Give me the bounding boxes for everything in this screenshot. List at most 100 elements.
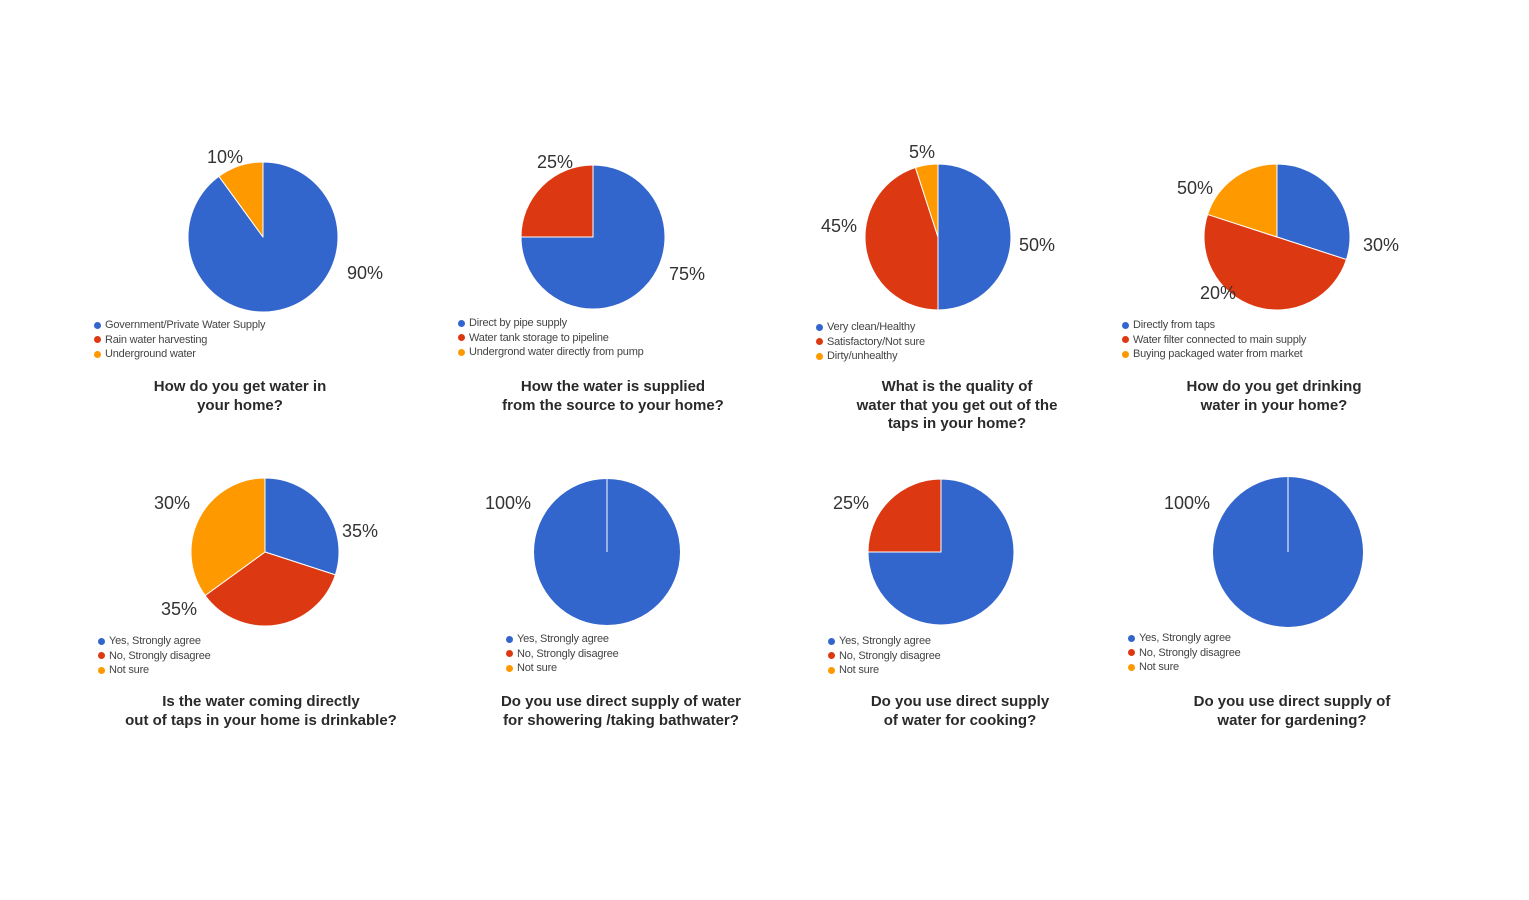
legend-dot-icon	[1128, 649, 1135, 657]
chart-legend: Yes, Strongly agree No, Strongly disagree…	[828, 634, 941, 678]
legend-item: Not sure	[98, 663, 211, 678]
pie-slice-water-tank-storage-to-pipeline	[520, 164, 594, 238]
legend-dot-icon	[506, 664, 513, 672]
legend-label: Rain water harvesting	[105, 333, 208, 346]
legend-dot-icon	[1122, 336, 1129, 344]
pie-slice-not-sure	[190, 477, 266, 596]
pie-slice-satisfactory-not-sure	[864, 167, 939, 311]
chart-question-title: Do you use direct supply of water for sho…	[500, 693, 742, 729]
legend-dot-icon	[828, 652, 835, 660]
percent-label: 50%	[1177, 178, 1213, 198]
legend-label: Undergrond water directly from pump	[469, 346, 644, 358]
pie-svg: 25%	[833, 478, 1015, 626]
legend-dot-icon	[816, 323, 823, 331]
pie-chart-7: 25% Yes, Strongly agree No, Strongly disag…	[800, 458, 1140, 758]
pie-svg: 75% 25%	[520, 152, 705, 310]
legend-item: No, Strongly disagree	[1128, 646, 1241, 661]
chart-question-title: Do you use direct supply of water for gar…	[1193, 693, 1391, 729]
legend-item: Yes, Strongly agree	[1128, 631, 1241, 646]
legend-label: Underground water	[105, 348, 196, 360]
chart-question-title: How do you get water in your home?	[153, 378, 327, 414]
legend-dot-icon	[98, 637, 105, 645]
legend-label: Very clean/Healthy	[827, 321, 916, 333]
percent-label: 100%	[1164, 493, 1210, 513]
legend-label: No, Strongly disagree	[839, 649, 941, 662]
percent-label: 25%	[537, 152, 573, 172]
percent-label: 35%	[342, 521, 378, 541]
legend-label: Yes, Strongly agree	[839, 635, 931, 647]
legend-label: Water filter connected to main supply	[1133, 333, 1307, 346]
pie-slice-underground-water	[218, 161, 264, 238]
pie-slice-water-filter-connected-to-main-supply	[1203, 213, 1347, 311]
legend-label: Directly from taps	[1133, 319, 1215, 331]
legend-item: Water tank storage to pipeline	[458, 331, 644, 346]
percent-label: 100%	[485, 493, 531, 513]
legend-label: Not sure	[839, 664, 879, 676]
pie-chart-8: 100% Yes, Strongly agree No, Strongly disa…	[1120, 458, 1460, 758]
legend-dot-icon	[94, 336, 101, 344]
legend-label: Not sure	[517, 662, 557, 674]
legend-dot-icon	[816, 338, 823, 346]
percent-label: 35%	[161, 599, 197, 619]
chart-legend: Government/Private Water Supply Rain wate…	[94, 318, 265, 362]
chart-question-title: How do you get drinking water in your hom…	[1186, 378, 1362, 414]
legend-item: Yes, Strongly agree	[828, 634, 941, 649]
percent-label: 50%	[1019, 235, 1055, 255]
percent-label: 20%	[1200, 283, 1236, 303]
legend-item: Directly from taps	[1122, 318, 1306, 333]
percent-label: 25%	[833, 493, 869, 513]
legend-item: No, Strongly disagree	[98, 649, 211, 664]
legend-label: Satisfactory/Not sure	[827, 335, 925, 348]
chart-question-title: Do you use direct supply of water for coo…	[870, 693, 1050, 729]
pie-chart-1: 90% 10% Government/Private Water Supply Rai…	[80, 140, 420, 440]
legend-item: Satisfactory/Not sure	[816, 335, 925, 350]
pie-slice-buying-packaged-water-from-market	[1207, 163, 1278, 238]
legend-label: Buying packaged water from market	[1133, 348, 1303, 360]
legend-item: Dirty/unhealthy	[816, 349, 925, 364]
legend-item: Not sure	[828, 663, 941, 678]
legend-item: No, Strongly disagree	[506, 647, 619, 662]
legend-item: Very clean/Healthy	[816, 320, 925, 335]
legend-dot-icon	[506, 635, 513, 643]
pie-svg: 90% 10%	[187, 147, 383, 313]
pie-svg: 50% 45% 5%	[821, 142, 1055, 311]
pie-svg: 30% 35% 35%	[154, 477, 378, 627]
legend-dot-icon	[458, 348, 465, 356]
legend-item: Underground water	[94, 347, 265, 362]
legend-label: Yes, Strongly agree	[1139, 632, 1231, 644]
legend-dot-icon	[94, 321, 101, 329]
chart-legend: Yes, Strongly agree No, Strongly disagree…	[1128, 631, 1241, 675]
legend-label: Not sure	[109, 664, 149, 676]
legend-label: No, Strongly disagree	[109, 649, 211, 662]
legend-dot-icon	[1128, 634, 1135, 642]
legend-dot-icon	[506, 650, 513, 658]
pie-chart-5: 30% 35% 35% Yes, Strongly agree No, Strongly…	[80, 458, 420, 758]
legend-label: No, Strongly disagree	[1139, 646, 1241, 659]
chart-question-title: How the water is supplied from the source…	[502, 378, 724, 414]
chart-legend: Yes, Strongly agree No, Strongly disagree…	[506, 632, 619, 676]
legend-label: Yes, Strongly agree	[109, 635, 201, 647]
legend-label: Yes, Strongly agree	[517, 633, 609, 645]
percent-label: 45%	[821, 216, 857, 236]
legend-item: Buying packaged water from market	[1122, 347, 1306, 362]
percent-label: 90%	[347, 263, 383, 283]
legend-item: No, Strongly disagree	[828, 649, 941, 664]
pie-slice-very-clean-healthy	[937, 163, 1012, 311]
legend-item: Direct by pipe supply	[458, 316, 644, 331]
chart-legend: Very clean/Healthy Satisfactory/Not sure D…	[816, 320, 925, 364]
chart-legend: Direct by pipe supply Water tank storage …	[458, 316, 644, 360]
chart-question-title: What is the quality of water that you get…	[856, 378, 1058, 432]
legend-label: Water tank storage to pipeline	[469, 331, 609, 344]
pie-slice-yes-strongly-agree	[867, 478, 1015, 626]
legend-dot-icon	[94, 350, 101, 358]
legend-label: Direct by pipe supply	[469, 317, 567, 329]
pie-slice-directly-from-taps	[1276, 163, 1351, 261]
pie-slice-dirty-unhealthy	[914, 163, 939, 238]
legend-dot-icon	[1128, 663, 1135, 671]
percent-label: 30%	[1363, 235, 1399, 255]
legend-item: Yes, Strongly agree	[506, 632, 619, 647]
pie-slice-no-strongly-disagree	[204, 551, 336, 627]
legend-dot-icon	[828, 637, 835, 645]
legend-dot-icon	[828, 666, 835, 674]
